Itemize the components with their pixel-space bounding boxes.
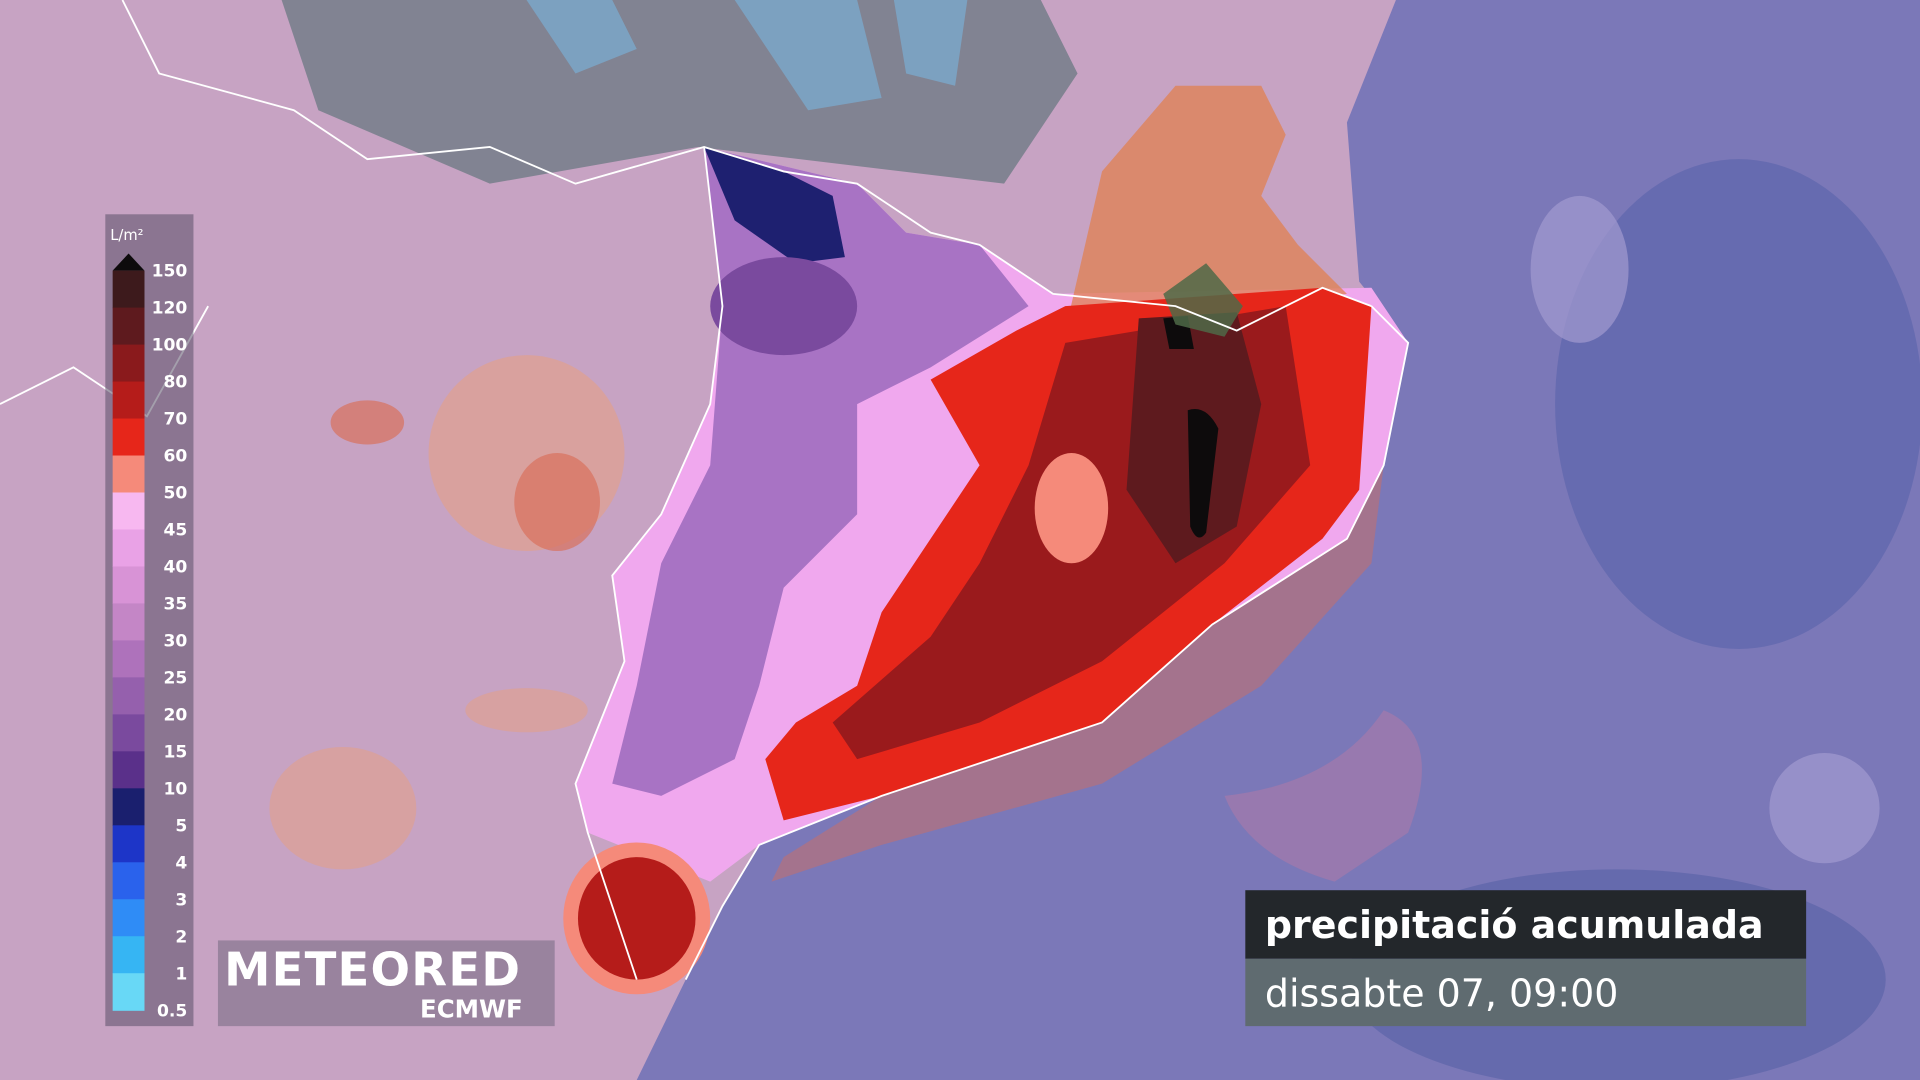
legend-swatch xyxy=(112,492,145,531)
patch xyxy=(269,746,417,870)
region-navy xyxy=(704,146,845,264)
caption-subtitle: dissabte 07, 09:00 xyxy=(1265,972,1618,1016)
legend-swatch xyxy=(112,973,145,1011)
legend-label: 15 xyxy=(164,742,188,762)
legend-swatch xyxy=(112,714,145,752)
legend-swatch xyxy=(112,455,145,494)
legend-swatch xyxy=(112,677,145,715)
legend-label: 25 xyxy=(164,669,188,689)
legend-label: 60 xyxy=(164,447,188,467)
legend-label: 30 xyxy=(164,632,188,652)
legend-label: 50 xyxy=(164,484,188,504)
legend-label: 100 xyxy=(152,336,188,356)
legend-swatch xyxy=(112,936,145,974)
legend-swatch xyxy=(112,899,145,937)
legend-swatch xyxy=(112,862,145,900)
north-terrain xyxy=(281,0,1078,184)
legend-label: 1 xyxy=(175,964,187,984)
region-black xyxy=(1163,315,1219,538)
legend-swatch xyxy=(112,825,145,863)
caption-title-bg xyxy=(1245,890,1807,959)
south-red xyxy=(577,857,696,980)
sea-spot xyxy=(1769,753,1880,864)
legend-unit: L/m² xyxy=(110,227,143,244)
legend-label: 40 xyxy=(164,558,188,578)
legend-swatch xyxy=(112,344,145,383)
terrain xyxy=(1163,263,1243,337)
legend-label: 80 xyxy=(164,373,188,393)
legend-label: 120 xyxy=(152,299,188,319)
sea-shade xyxy=(1555,159,1920,649)
logo: METEORED ECMWF xyxy=(217,940,555,1027)
legend-swatch xyxy=(112,307,145,346)
logo-brand: METEORED xyxy=(224,943,521,997)
legend-label: 10 xyxy=(164,779,188,799)
legend: L/m² 150 120 100 80 70 60 50 45 40 35 30 25 20 15 10 5 4… xyxy=(105,214,194,1027)
legend-arrow xyxy=(112,253,145,271)
border xyxy=(121,0,1372,332)
caption: precipitació acumulada dissabte 07, 09:0… xyxy=(1245,890,1807,1027)
legend-label: 0.5 xyxy=(157,1001,187,1021)
patch xyxy=(330,400,405,445)
caption-subtitle-bg xyxy=(1245,958,1807,1027)
legend-swatch xyxy=(112,381,145,420)
legend-label: 5 xyxy=(175,816,187,836)
offshore-band xyxy=(1224,710,1422,882)
legend-swatch xyxy=(112,418,145,457)
legend-label: 35 xyxy=(164,595,188,615)
border xyxy=(574,146,724,980)
legend-swatch xyxy=(112,603,145,642)
rain-spot xyxy=(526,0,968,111)
legend-label: 150 xyxy=(152,262,188,282)
legend-label: 45 xyxy=(164,521,188,541)
legend-swatch xyxy=(112,640,145,678)
legend-swatch xyxy=(112,270,145,309)
legend-label: 4 xyxy=(175,853,187,873)
region-purple xyxy=(612,146,1029,796)
logo-model: ECMWF xyxy=(420,995,523,1024)
legend-swatch xyxy=(112,751,145,789)
legend-swatch xyxy=(112,529,145,568)
patch xyxy=(465,688,588,733)
legend-swatch xyxy=(112,788,145,826)
caption-title: precipitació acumulada xyxy=(1265,903,1764,947)
legend-label: 2 xyxy=(175,927,187,947)
region-dark-purple xyxy=(710,257,858,356)
patch xyxy=(514,453,600,552)
coastal-band xyxy=(771,465,1384,882)
sea-spot xyxy=(1530,195,1629,343)
legend-label: 70 xyxy=(164,410,188,430)
legend-swatch xyxy=(112,566,145,605)
legend-label: 20 xyxy=(164,705,188,725)
region-salmon xyxy=(1034,453,1109,564)
legend-label: 3 xyxy=(175,890,187,910)
region-orange xyxy=(1065,85,1347,331)
coastline xyxy=(684,305,1410,981)
logo-panel xyxy=(217,940,555,1027)
